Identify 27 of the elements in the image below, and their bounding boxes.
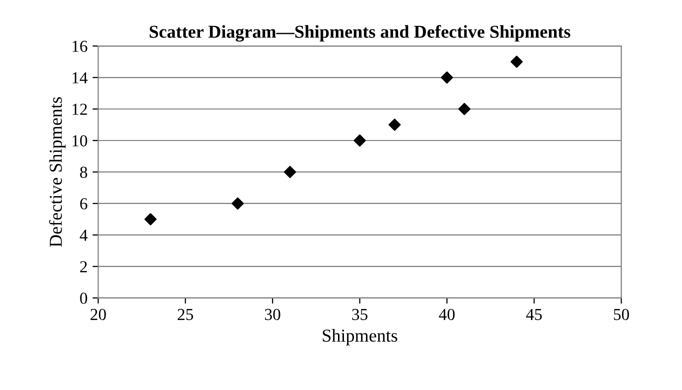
y-tick-label: 8: [80, 166, 88, 178]
y-axis-title: Defective Shipments: [49, 97, 66, 247]
chart-title: Scatter Diagram—Shipments and Defective Shipments: [150, 24, 570, 42]
x-tick-label: 25: [178, 308, 194, 320]
y-tick-label: 10: [72, 135, 88, 146]
point: [354, 134, 366, 147]
x-tick-label: 35: [352, 308, 368, 320]
x-tick-label: 30: [265, 308, 280, 320]
point: [440, 71, 454, 84]
x-tick-label: 40: [438, 308, 455, 320]
x-tick-label: 20: [90, 308, 106, 320]
y-tick-label: 16: [72, 40, 88, 52]
y-tick-label: 6: [80, 198, 88, 210]
y-tick-label: 0: [80, 292, 88, 304]
x-tick-label: 50: [614, 308, 629, 320]
point: [284, 166, 296, 178]
point: [144, 213, 157, 226]
y-tick-label: 14: [72, 72, 88, 84]
point: [458, 102, 470, 116]
point: [388, 118, 401, 131]
point: [510, 56, 523, 68]
x-tick-label: 45: [526, 308, 542, 320]
y-tick-label: 12: [72, 104, 87, 115]
point: [232, 197, 244, 210]
y-tick-label: 2: [80, 261, 87, 272]
y-tick-label: 4: [80, 230, 88, 241]
x-axis-title: Shipments: [322, 329, 398, 346]
